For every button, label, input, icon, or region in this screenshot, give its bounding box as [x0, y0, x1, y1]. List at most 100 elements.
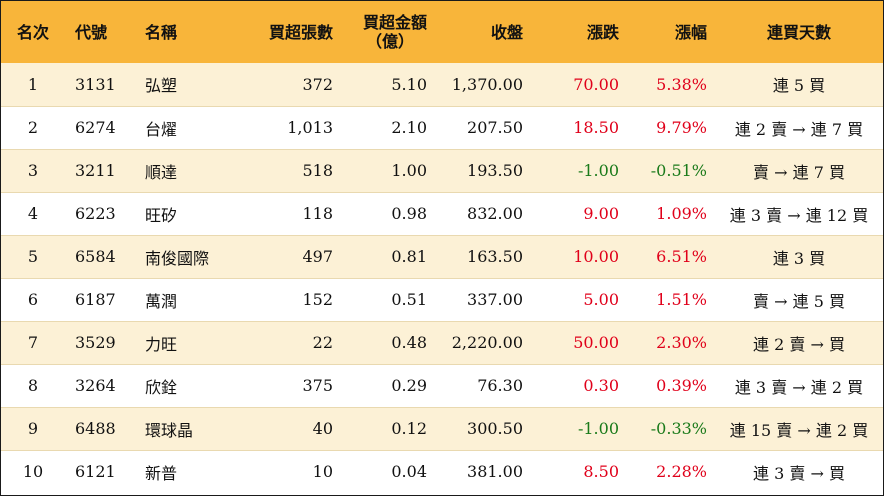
- cell-pct: 2.28%: [627, 449, 715, 493]
- header-pct: 漲幅: [674, 22, 707, 42]
- cell-change: 8.50: [531, 449, 627, 493]
- cell-net-amount: 0.51: [341, 277, 435, 321]
- cell-name: 弘塑: [145, 76, 178, 96]
- table-body: 1 3131 弘塑 372 5.10 1,370.00 70.00 5.38% 連 5 買 2 62…: [1, 63, 883, 493]
- cell-code: 6223: [65, 191, 135, 235]
- cell-streak: 連 3 買: [715, 234, 883, 278]
- cell-pct: 0.39%: [627, 363, 715, 407]
- table-row: 10 6121 新普 10 0.04 381.00 8.50 2.28% 連 3 賣 → 買: [1, 449, 883, 493]
- cell-change: 5.00: [531, 277, 627, 321]
- cell-rank: 6: [1, 277, 65, 321]
- cell-code: 3211: [65, 148, 135, 192]
- cell-net-amount: 5.10: [391, 74, 427, 94]
- cell-name: 力旺: [135, 320, 245, 364]
- cell-code: 6187: [65, 277, 135, 321]
- cell-name: 環球晶: [135, 406, 245, 450]
- table-row: 7 3529 力旺 22 0.48 2,220.00 50.00 2.30% 連 2 賣 → 買: [1, 320, 883, 364]
- header-net-amount-line2: （億）: [365, 32, 414, 51]
- cell-net-lots: 40: [245, 406, 341, 450]
- cell-pct: -0.51%: [627, 148, 715, 192]
- cell-close: 193.50: [435, 148, 531, 192]
- cell-close: 163.50: [435, 234, 531, 278]
- cell-net-amount: 0.12: [341, 406, 435, 450]
- header-net-amount: 買超金額 （億）: [341, 1, 435, 63]
- cell-close: 1,370.00: [451, 74, 523, 94]
- cell-net-lots: 497: [245, 234, 341, 278]
- cell-net-amount: 2.10: [341, 105, 435, 149]
- table-row: 1 3131 弘塑 372 5.10 1,370.00 70.00 5.38% 連 5 買: [1, 63, 883, 106]
- cell-name: 南俊國際: [135, 234, 245, 278]
- cell-code: 6121: [65, 449, 135, 493]
- table-header-row: 名次 代號 名稱 買超張數 買超金額 （億） 收盤 漲跌 漲幅 連買天數: [1, 1, 883, 63]
- cell-change: 0.30: [531, 363, 627, 407]
- header-net-lots: 買超張數: [268, 22, 333, 42]
- cell-rank: 9: [1, 406, 65, 450]
- cell-net-amount: 0.29: [341, 363, 435, 407]
- cell-streak: 連 2 賣 → 連 7 買: [715, 105, 883, 149]
- cell-rank: 7: [1, 320, 65, 364]
- cell-code: 3264: [65, 363, 135, 407]
- cell-close: 76.30: [435, 363, 531, 407]
- header-close: 收盤: [490, 22, 523, 42]
- cell-streak: 賣 → 連 7 買: [715, 148, 883, 192]
- cell-close: 381.00: [435, 449, 531, 493]
- cell-net-lots: 22: [245, 320, 341, 364]
- table-row: 9 6488 環球晶 40 0.12 300.50 -1.00 -0.33% 連 15 賣 → …: [1, 406, 883, 450]
- cell-rank: 5: [1, 234, 65, 278]
- cell-change: 70.00: [573, 74, 619, 94]
- cell-code: 3529: [65, 320, 135, 364]
- header-name: 名稱: [145, 22, 178, 42]
- table-row: 5 6584 南俊國際 497 0.81 163.50 10.00 6.51% 連 3 買: [1, 234, 883, 278]
- cell-close: 207.50: [435, 105, 531, 149]
- cell-pct: 9.79%: [627, 105, 715, 149]
- cell-net-amount: 0.04: [341, 449, 435, 493]
- cell-pct: 2.30%: [627, 320, 715, 364]
- table-row: 4 6223 旺矽 118 0.98 832.00 9.00 1.09% 連 3 賣 → 連 1…: [1, 191, 883, 235]
- cell-code: 3131: [75, 74, 116, 94]
- cell-net-lots: 10: [245, 449, 341, 493]
- cell-streak: 連 2 賣 → 買: [715, 320, 883, 364]
- cell-pct: 5.38%: [656, 74, 707, 94]
- cell-name: 萬潤: [135, 277, 245, 321]
- cell-streak: 連 3 賣 → 連 12 買: [715, 191, 883, 235]
- cell-rank: 8: [1, 363, 65, 407]
- cell-net-lots: 1,013: [245, 105, 341, 149]
- cell-change: 18.50: [531, 105, 627, 149]
- cell-net-amount: 0.98: [341, 191, 435, 235]
- cell-streak: 賣 → 連 5 買: [715, 277, 883, 321]
- cell-close: 2,220.00: [435, 320, 531, 364]
- cell-rank: 4: [1, 191, 65, 235]
- cell-change: 9.00: [531, 191, 627, 235]
- table-row: 3 3211 順達 518 1.00 193.50 -1.00 -0.51% 賣 → 連 7 買: [1, 148, 883, 192]
- header-net-amount-line1: 買超金額: [362, 13, 427, 32]
- cell-change: -1.00: [531, 148, 627, 192]
- cell-close: 300.50: [435, 406, 531, 450]
- cell-streak: 連 3 賣 → 買: [715, 449, 883, 493]
- cell-rank: 3: [1, 148, 65, 192]
- cell-streak: 連 3 賣 → 連 2 買: [715, 363, 883, 407]
- cell-net-lots: 375: [245, 363, 341, 407]
- cell-name: 新普: [135, 449, 245, 493]
- cell-close: 832.00: [435, 191, 531, 235]
- cell-net-lots: 518: [245, 148, 341, 192]
- cell-streak: 連 15 賣 → 連 2 買: [715, 406, 883, 450]
- cell-name: 旺矽: [135, 191, 245, 235]
- table-row: 2 6274 台燿 1,013 2.10 207.50 18.50 9.79% 連 2 賣 → …: [1, 105, 883, 149]
- cell-pct: 1.51%: [627, 277, 715, 321]
- cell-code: 6274: [65, 105, 135, 149]
- cell-net-lots: 372: [302, 74, 333, 94]
- header-code: 代號: [75, 22, 108, 42]
- cell-net-amount: 0.48: [341, 320, 435, 364]
- cell-code: 6584: [65, 234, 135, 278]
- cell-pct: 1.09%: [627, 191, 715, 235]
- cell-name: 台燿: [135, 105, 245, 149]
- cell-name: 順達: [135, 148, 245, 192]
- cell-rank: 1: [27, 74, 39, 94]
- cell-name: 欣銓: [135, 363, 245, 407]
- header-streak: 連買天數: [766, 22, 831, 42]
- cell-pct: 6.51%: [627, 234, 715, 278]
- cell-net-amount: 1.00: [341, 148, 435, 192]
- cell-net-amount: 0.81: [341, 234, 435, 278]
